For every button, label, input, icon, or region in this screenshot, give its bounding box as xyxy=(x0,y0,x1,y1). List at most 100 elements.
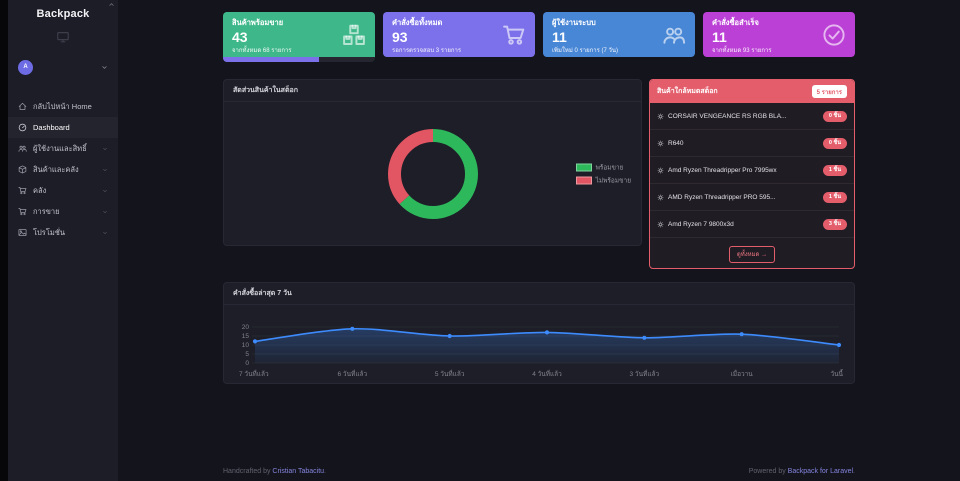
quantity-badge: 0 ชิ้น xyxy=(822,110,847,122)
x-tick-label: เมื่อวาน xyxy=(731,369,754,378)
stock-chart-title: สัดส่วนสินค้าในสต็อก xyxy=(224,80,641,102)
stat-card-value: 11 xyxy=(712,29,727,45)
footer-backpack-link[interactable]: Backpack for Laravel xyxy=(787,468,854,475)
donut-chart-svg xyxy=(387,128,478,219)
users-icon xyxy=(662,23,686,47)
product-name: CORSAIR VENGEANCE RS RGB BLA... xyxy=(668,112,787,120)
boxes-icon xyxy=(342,23,366,47)
product-name: Amd Ryzen Threadripper Pro 7995wx xyxy=(668,166,777,174)
legend-item-0[interactable]: พร้อมขาย xyxy=(575,162,631,172)
box-icon xyxy=(18,165,27,174)
quantity-badge: 1 ชิ้น xyxy=(822,164,847,176)
low-stock-count-badge: 5 รายการ xyxy=(811,85,847,98)
stat-card-value: 11 xyxy=(552,29,567,45)
y-tick-label: 10 xyxy=(242,342,250,349)
sidebar-item-4[interactable]: คลัง xyxy=(8,180,118,201)
stat-card-subtitle: จากทั้งหมด 93 รายการ xyxy=(712,48,772,55)
x-tick-label: 5 วันที่แล้ว xyxy=(435,369,465,378)
stat-card-progressbar xyxy=(223,57,375,62)
sidebar-menu: กลับไปหน้า Home Dashboard ผู้ใช้งานและสิทธ… xyxy=(8,96,118,243)
sidebar-item-2[interactable]: ผู้ใช้งานและสิทธิ์ xyxy=(8,138,118,159)
sidebar-item-label: กลับไปหน้า Home xyxy=(33,101,92,111)
x-tick-label: 3 วันที่แล้ว xyxy=(630,369,660,378)
legend-item-1[interactable]: ไม่พร้อมขาย xyxy=(575,175,631,185)
stat-card-3: คำสั่งซื้อสำเร็จ 11 จากทั้งหมด 93 รายการ xyxy=(703,12,855,62)
sidebar-item-1[interactable]: Dashboard xyxy=(8,117,118,138)
legend-swatch xyxy=(575,176,592,184)
product-name: Amd Ryzen 7 9800x3d xyxy=(668,220,734,228)
chevron-down-icon xyxy=(102,167,108,173)
data-point-3 xyxy=(544,329,550,334)
monitor-icon xyxy=(55,30,71,44)
legend-label: พร้อมขาย xyxy=(595,164,624,171)
y-tick-label: 20 xyxy=(242,324,250,331)
footer-left-text: Handcrafted by Cristian Tabacitu. xyxy=(223,468,326,475)
view-all-button[interactable]: ดูทั้งหมด → xyxy=(728,245,776,263)
sidebar-item-label: คลัง xyxy=(33,185,47,195)
stat-card-title: คำสั่งซื้อสำเร็จ xyxy=(712,18,759,27)
data-point-1 xyxy=(350,326,355,331)
stat-card-1: คำสั่งซื้อทั้งหมด 93 รอการตรวจสอบ 3 รายการ xyxy=(383,12,535,62)
footer-author-link[interactable]: Cristian Tabacitu xyxy=(272,468,325,475)
stat-card-2: ผู้ใช้งานระบบ 11 เพิ่มใหม่ 0 รายการ (7 วัน… xyxy=(543,12,695,62)
x-tick-label: 6 วันที่แล้ว xyxy=(338,369,368,378)
sidebar-item-label: การขาย xyxy=(33,206,60,216)
product-icon xyxy=(657,113,664,120)
data-point-0 xyxy=(252,338,258,343)
stat-card-value: 93 xyxy=(392,29,408,45)
data-point-6 xyxy=(836,342,842,347)
chevron-up-icon[interactable] xyxy=(108,1,115,8)
stat-card-subtitle: รอการตรวจสอบ 3 รายการ xyxy=(392,48,462,55)
footer: Handcrafted by Cristian Tabacitu. Powere… xyxy=(118,468,960,475)
chevron-down-icon xyxy=(102,146,108,152)
avatar: A xyxy=(18,59,33,75)
low-stock-item-4[interactable]: Amd Ryzen 7 9800x3d 3 ชิ้น xyxy=(650,211,854,238)
data-point-2 xyxy=(447,333,452,338)
quantity-badge: 0 ชิ้น xyxy=(822,137,847,149)
sidebar-item-label: โปรโมชั่น xyxy=(33,227,66,237)
donut-segment-1 xyxy=(387,128,478,219)
stat-card-subtitle: เพิ่มใหม่ 0 รายการ (7 วัน) xyxy=(552,48,618,55)
quantity-badge: 1 ชิ้น xyxy=(822,191,847,203)
sidebar-item-3[interactable]: สินค้าและคลัง xyxy=(8,159,118,180)
sidebar-item-label: สินค้าและคลัง xyxy=(33,164,79,174)
low-stock-item-1[interactable]: R640 0 ชิ้น xyxy=(650,130,854,157)
orders-chart-title: คำสั่งซื้อล่าสุด 7 วัน xyxy=(224,283,854,305)
product-icon xyxy=(657,221,664,228)
low-stock-item-0[interactable]: CORSAIR VENGEANCE RS RGB BLA... 0 ชิ้น xyxy=(650,103,854,130)
stat-card-value: 43 xyxy=(232,29,248,45)
sidebar-item-label: Dashboard xyxy=(33,123,70,132)
stat-card-0: สินค้าพร้อมขาย 43 จากทั้งหมด 68 รายการ xyxy=(223,12,375,62)
chevron-down-icon xyxy=(102,188,108,194)
data-point-5 xyxy=(739,331,744,336)
sidebar-item-0[interactable]: กลับไปหน้า Home xyxy=(8,96,118,117)
user-menu[interactable]: A xyxy=(8,56,118,78)
chevron-down-icon xyxy=(102,230,108,236)
orders-line-chart: 20 15 10 5 0 7 วันที่แล้ว 6 วันที่แล้ว 5 วันที่… xyxy=(224,305,854,387)
x-tick-label: วันนี้ xyxy=(830,369,843,378)
footer-right-text: Powered by Backpack for Laravel. xyxy=(748,468,855,475)
x-tick-label: 4 วันที่แล้ว xyxy=(532,369,562,378)
legend-swatch xyxy=(575,163,592,171)
home-icon xyxy=(18,102,27,111)
low-stock-item-2[interactable]: Amd Ryzen Threadripper Pro 7995wx 1 ชิ้น xyxy=(650,157,854,184)
sidebar-item-6[interactable]: โปรโมชั่น xyxy=(8,222,118,243)
image-icon xyxy=(18,228,27,237)
product-icon xyxy=(657,140,664,147)
stat-card-title: คำสั่งซื้อทั้งหมด xyxy=(392,18,443,27)
line-chart-svg: 20 15 10 5 0 7 วันที่แล้ว 6 วันที่แล้ว 5 วันที่… xyxy=(239,324,844,378)
cart-icon xyxy=(502,23,526,47)
window-edge xyxy=(0,0,8,481)
check-circle-icon xyxy=(822,23,846,47)
sidebar-item-5[interactable]: การขาย xyxy=(8,201,118,222)
sidebar: Backpack A กลับไปหน้า Home Dashboard ผู้ใช… xyxy=(8,0,118,481)
low-stock-header: สินค้าใกล้หมดสต็อก 5 รายการ xyxy=(650,80,854,103)
low-stock-item-3[interactable]: AMD Ryzen Threadripper PRO 595... 1 ชิ้น xyxy=(650,184,854,211)
data-point-4 xyxy=(642,335,647,340)
y-tick-label: 15 xyxy=(242,333,250,340)
y-tick-label: 0 xyxy=(245,360,249,367)
cart-icon xyxy=(18,207,27,216)
brand-title: Backpack xyxy=(36,8,90,20)
chevron-down-icon xyxy=(101,64,108,71)
stock-donut-chart: พร้อมขายไม่พร้อมขาย xyxy=(224,102,641,245)
